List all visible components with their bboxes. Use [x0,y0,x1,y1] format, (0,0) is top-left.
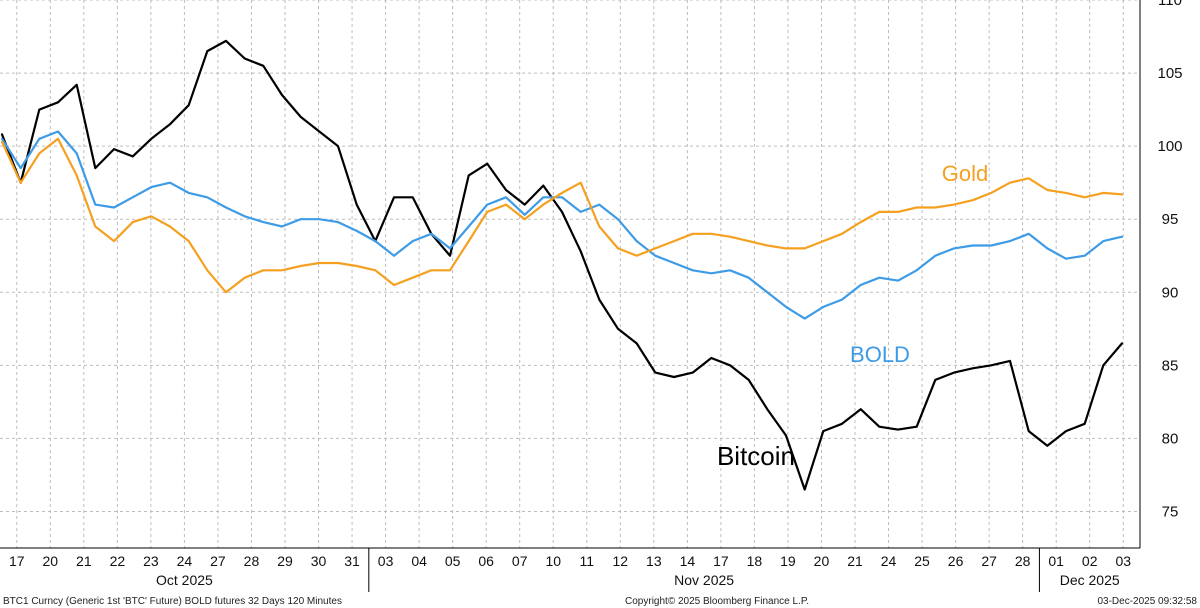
y-tick-label: 105 [1157,65,1182,82]
x-tick-label: 14 [680,553,696,569]
x-tick-label: 03 [378,553,394,569]
month-label: Dec 2025 [1060,572,1120,588]
x-tick-label: 25 [914,553,930,569]
x-tick-label: 26 [948,553,964,569]
y-tick-label: 110 [1158,0,1182,9]
x-tick-label: 13 [646,553,662,569]
annotation-bitcoin: Bitcoin [717,441,795,471]
footer: BTC1 Curncy (Generic 1st 'BTC' Future) B… [3,596,1197,607]
y-tick-label: 75 [1162,503,1179,520]
x-tick-label: 21 [76,553,92,569]
x-tick-label: 20 [43,553,59,569]
series-line-bold [0,130,1124,320]
x-tick-label: 17 [713,553,729,569]
x-tick-label: 05 [445,553,461,569]
x-tick-label: 24 [881,553,897,569]
x-tick-label: 10 [545,553,561,569]
y-tick-label: 95 [1162,211,1179,228]
y-tick-label: 100 [1157,138,1182,155]
footer-source: BTC1 Curncy (Generic 1st 'BTC' Future) B… [3,596,342,607]
x-tick-label: 04 [411,553,427,569]
x-tick-label: 27 [210,553,226,569]
y-axis: 75 80 85 90 95 100 105 110 [1139,0,1183,548]
x-tick-label: 07 [512,553,528,569]
gridlines [0,0,1140,548]
x-tick-label: 01 [1048,553,1064,569]
x-tick-label: 02 [1082,553,1098,569]
x-tick-label: 31 [344,553,360,569]
footer-timestamp: 03-Dec-2025 09:32:58 [1097,596,1197,607]
x-tick-label: 30 [311,553,327,569]
x-tick-label: 24 [177,553,193,569]
x-tick-label: 03 [1115,553,1131,569]
x-axis: 17 20 21 22 23 24 27 28 29 30 31 03 04 05 06 07 10 11 12 13… [0,547,1140,592]
month-label: Nov 2025 [674,572,734,588]
x-tick-label: 28 [1015,553,1031,569]
x-tick-label: 23 [143,553,159,569]
x-tick-label: 29 [277,553,293,569]
x-tick-label: 28 [244,553,260,569]
annotation-gold: Gold [942,161,988,186]
series-line-gold [0,137,1124,294]
footer-copyright: Copyright© 2025 Bloomberg Finance L.P. [625,596,809,607]
x-tick-label: 12 [613,553,629,569]
x-tick-label: 22 [110,553,126,569]
series-line-bitcoin [0,39,1124,491]
y-tick-label: 90 [1162,284,1179,301]
x-tick-label: 27 [981,553,997,569]
x-tick-label: 20 [814,553,830,569]
series-lines [0,39,1124,491]
y-tick-label: 80 [1162,430,1179,447]
x-tick-label: 21 [847,553,863,569]
x-tick-label: 11 [579,553,594,569]
annotation-bold: BOLD [850,342,910,367]
y-tick-label: 85 [1162,357,1179,374]
x-tick-label: 18 [747,553,763,569]
x-tick-label: 17 [9,553,25,569]
annotations: Gold BOLD Bitcoin [717,161,988,471]
month-label: Oct 2025 [156,572,213,588]
x-tick-label: 19 [780,553,796,569]
x-tick-label: 06 [478,553,494,569]
